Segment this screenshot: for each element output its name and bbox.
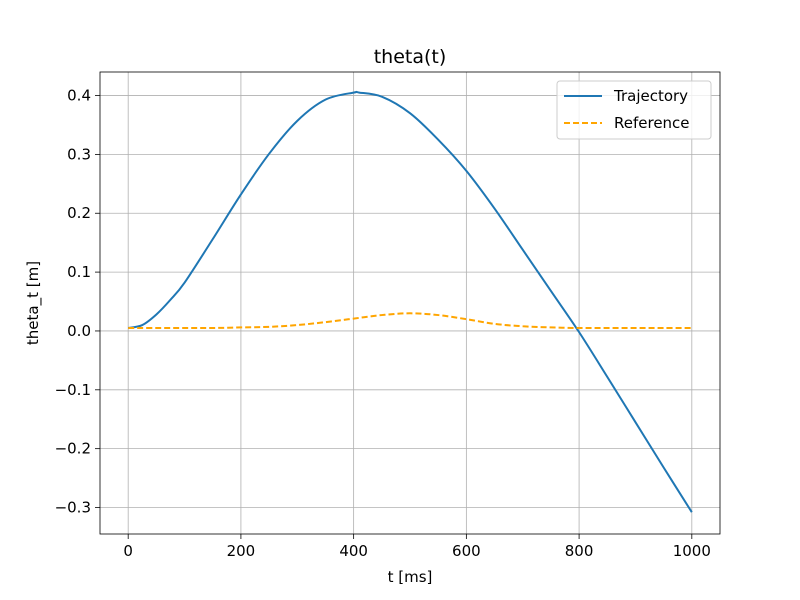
chart-title: theta(t)	[374, 46, 447, 68]
x-tick-label: 600	[452, 542, 481, 560]
y-tick-label: −0.1	[55, 381, 91, 399]
legend-label-trajectory: Trajectory	[613, 87, 688, 105]
legend-label-reference: Reference	[614, 114, 690, 132]
x-tick-label: 400	[339, 542, 368, 560]
legend: Trajectory Reference	[557, 81, 711, 139]
y-tick-label: 0.2	[67, 204, 91, 222]
y-tick-label: 0.1	[67, 263, 91, 281]
y-tick-label: 0.3	[67, 145, 91, 163]
y-tick-label: −0.2	[55, 440, 91, 458]
x-tick-label: 800	[565, 542, 594, 560]
x-tick-label: 0	[123, 542, 133, 560]
x-tick-label: 1000	[673, 542, 711, 560]
y-tick-label: 0.4	[67, 87, 91, 105]
y-tick-label: 0.0	[67, 322, 91, 340]
x-tick-label: 200	[227, 542, 256, 560]
y-axis-label: theta_t [m]	[24, 261, 43, 345]
x-axis-label: t [ms]	[388, 568, 433, 586]
y-tick-label: −0.3	[55, 499, 91, 517]
